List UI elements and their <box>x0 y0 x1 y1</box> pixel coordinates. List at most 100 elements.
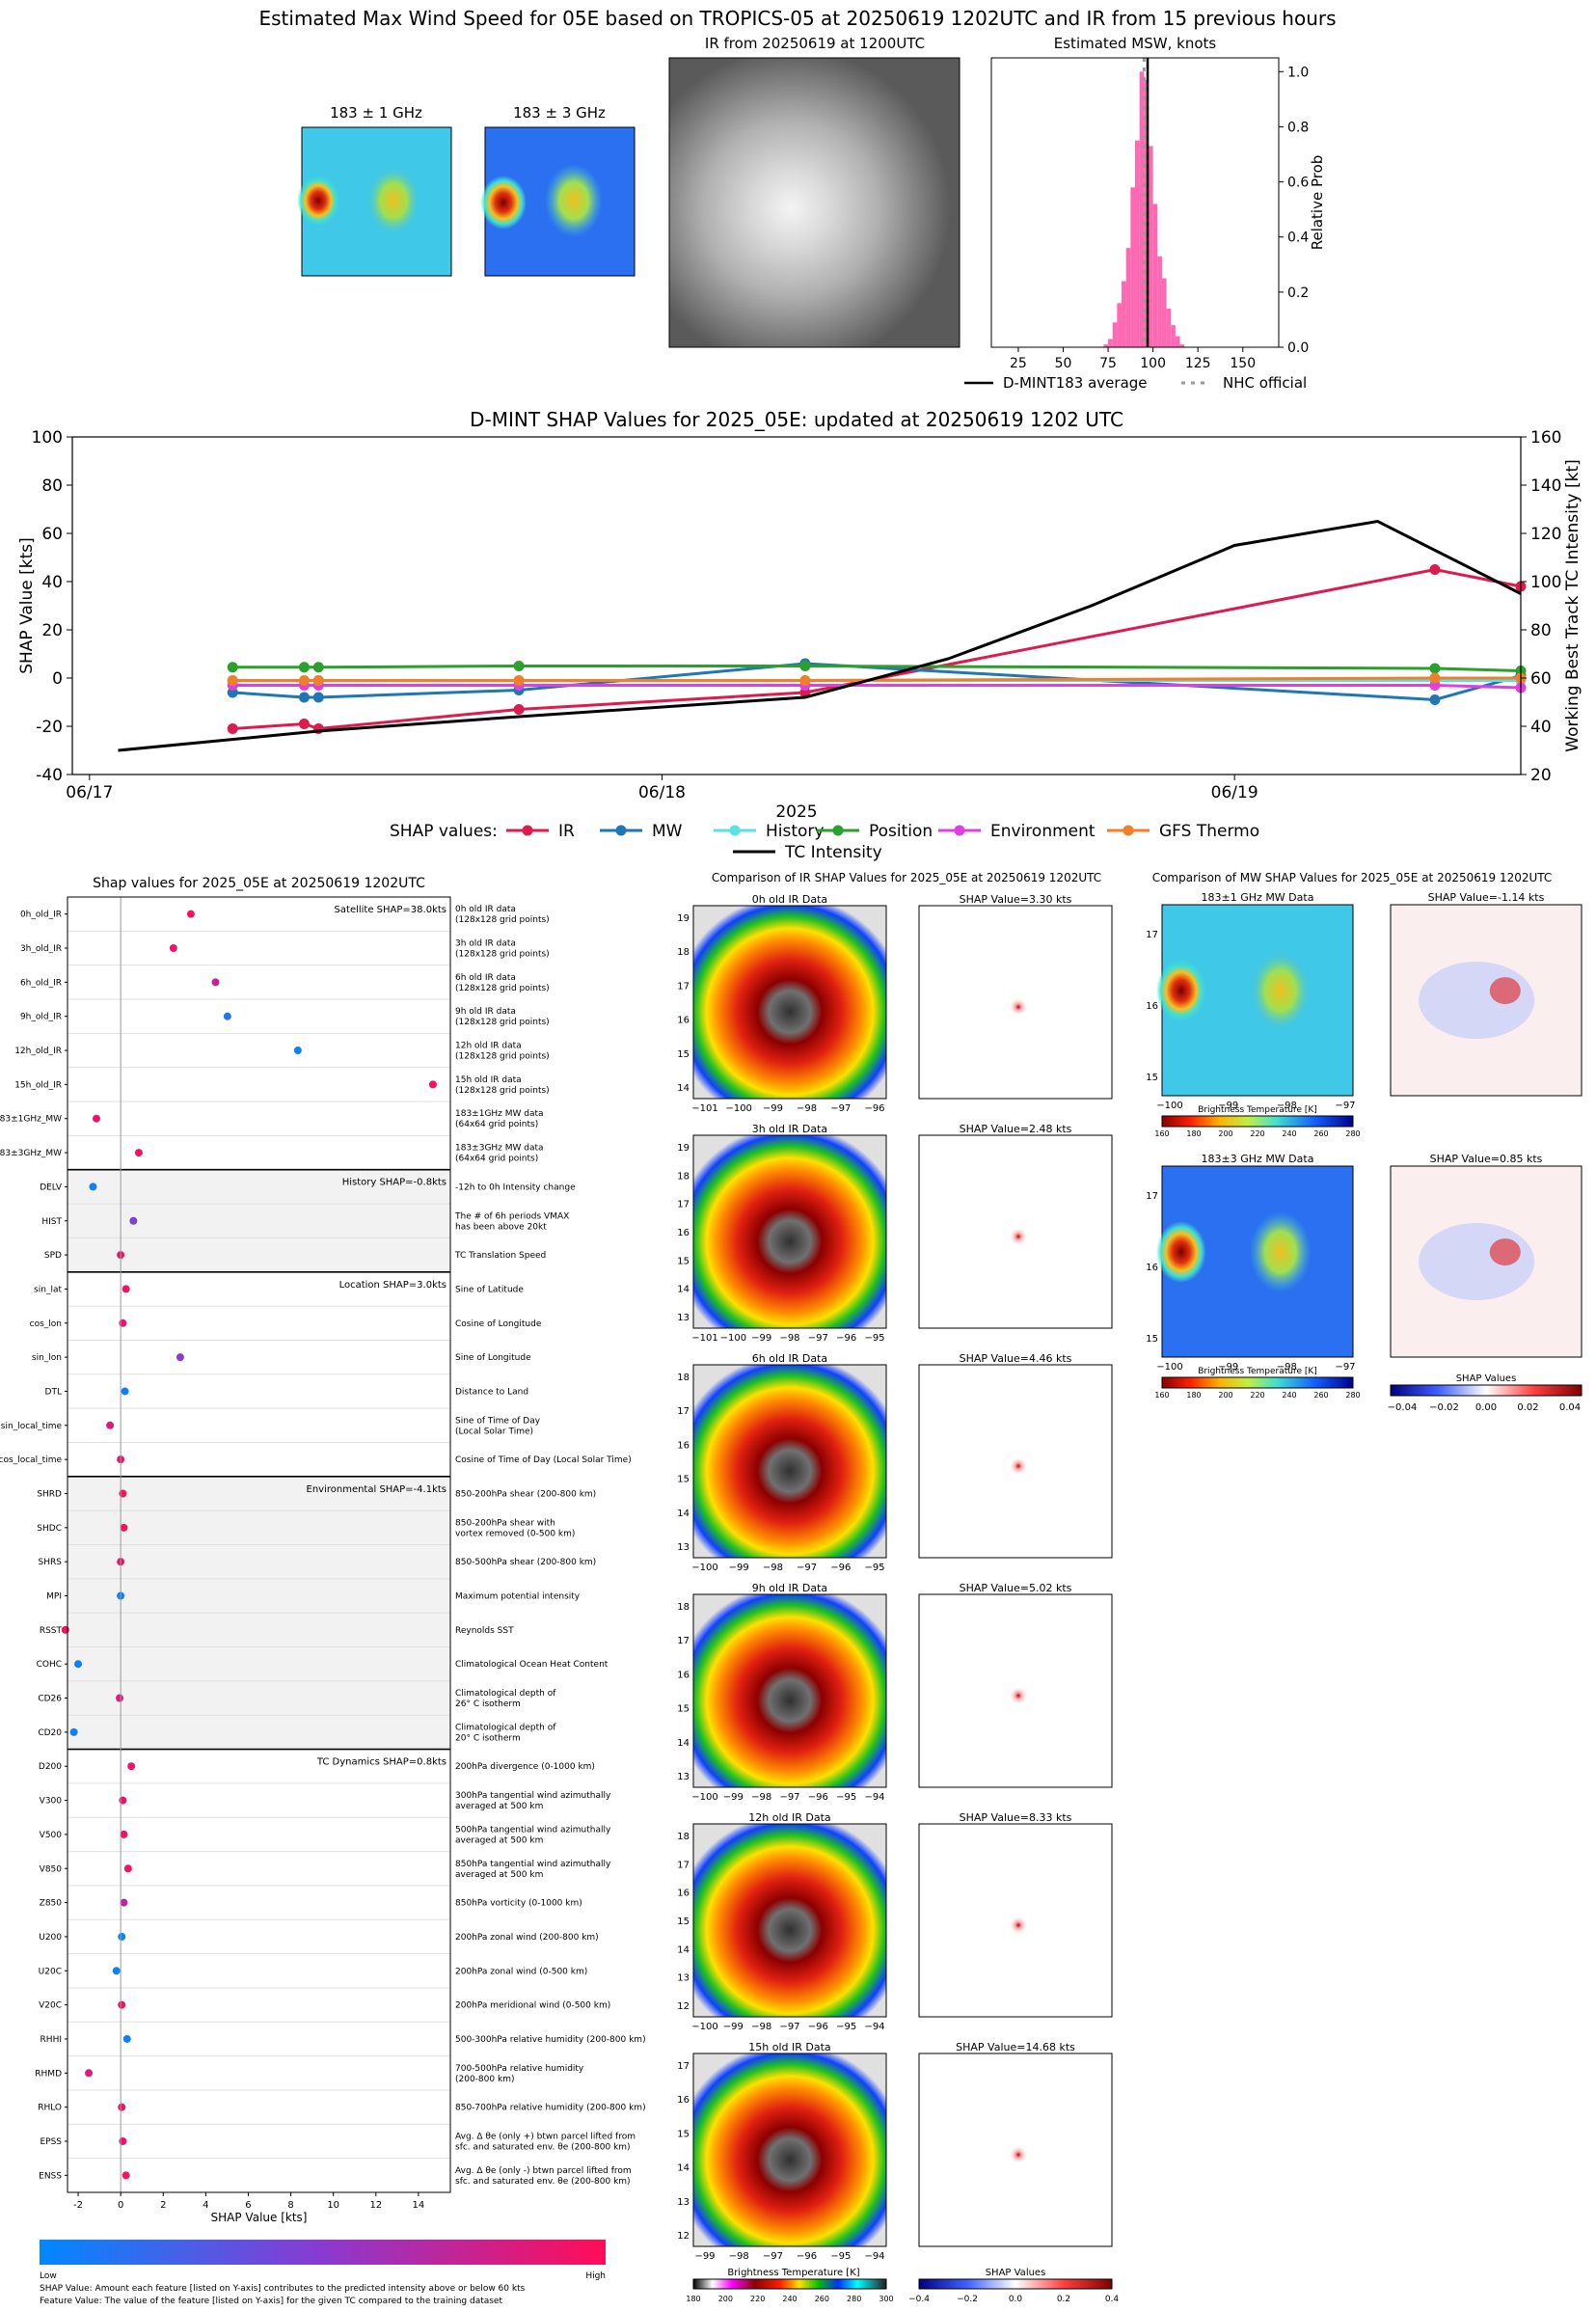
feature-shap-point <box>89 1183 97 1191</box>
ir-ytick-label: 18 <box>677 947 690 958</box>
ts-y2tick-label: 120 <box>1530 525 1561 544</box>
feature-colorbar <box>40 2240 606 2265</box>
msw-ytick-label: 1.0 <box>1287 65 1309 80</box>
ir-bt-label: Brightness Temperature [K] <box>727 2268 859 2278</box>
feature-desc: Distance to Land <box>455 1387 528 1397</box>
ir-panel-image-4 <box>692 1823 887 2018</box>
ts-axes-frame <box>71 436 1522 775</box>
mw-ytick-label: 16 <box>1146 1263 1158 1273</box>
feature-name: 183±1GHz_MW <box>0 1115 62 1125</box>
msw-xtick-label: 125 <box>1185 356 1211 371</box>
series-point-ir <box>1429 564 1441 575</box>
msw-bar-5 <box>1125 248 1131 347</box>
legend-nhc-label: NHC official <box>1223 374 1307 392</box>
feature-desc: 6h old IR data <box>455 973 516 983</box>
feat-title: Shap values for 2025_05E at 20250619 120… <box>93 876 425 891</box>
ir-ytick-label: 13 <box>677 1772 690 1782</box>
msw-bar-13 <box>1161 278 1167 347</box>
feature-shap-point <box>116 1694 124 1702</box>
msw-chart: Estimated MSW, knots 25 50 75 100 125 150 0.0 0.… <box>964 35 1326 392</box>
feature-name: U20C <box>39 1967 62 1976</box>
ir-shap-label-0: SHAP Value=3.30 kts <box>960 893 1072 906</box>
note-1: SHAP Value: Amount each feature [listed … <box>40 2284 526 2294</box>
feature-desc: (128x128 grid points) <box>455 950 550 960</box>
ir-ytick-label: 16 <box>677 1889 690 1899</box>
feature-shap-point <box>169 944 177 953</box>
feature-name: DELV <box>40 1183 63 1192</box>
ts-y2tick-label: 140 <box>1530 476 1561 496</box>
feature-name: 9h_old_IR <box>20 1013 62 1022</box>
ir-ytick-label: 15 <box>677 1256 690 1266</box>
ir-xtick-label: −97 <box>779 1792 799 1803</box>
legend-label-0: IR <box>558 822 575 841</box>
ir-shap-hotspot-2 <box>1009 1456 1028 1476</box>
ts-y2tick-label: 160 <box>1530 428 1561 448</box>
mw-bt-tick: 160 <box>1154 1391 1169 1400</box>
ir-ytick-label: 13 <box>677 1313 690 1323</box>
feature-desc: averaged at 500 km <box>455 1870 543 1880</box>
msw-xtick-label: 100 <box>1140 356 1166 371</box>
msw-bar-15 <box>1171 325 1176 347</box>
ir-panel-label-0: 0h old IR Data <box>752 893 827 906</box>
ir-panel-image-5 <box>692 2053 887 2247</box>
feat-xtick-label: 0 <box>118 2200 123 2211</box>
feature-shap-point <box>112 1967 121 1975</box>
group-label-0: Satellite SHAP=38.0kts <box>335 905 446 915</box>
feature-desc: averaged at 500 km <box>455 1802 543 1811</box>
feature-desc: 20° C isotherm <box>455 1733 521 1743</box>
ir-shap-tick: 0.4 <box>1105 2295 1120 2304</box>
feature-shap-point <box>122 2034 131 2043</box>
ir-panel-image-0 <box>692 905 887 1100</box>
ir-bt-tick: 220 <box>750 2295 765 2303</box>
feature-name: DTL <box>45 1387 62 1397</box>
feature-desc: sfc. and saturated env. θe (200-800 km) <box>455 2142 631 2152</box>
ir-panel-label-5: 15h old IR Data <box>748 2041 830 2053</box>
feature-desc: 12h old IR data <box>455 1042 522 1051</box>
ir-shap-tick: −0.2 <box>957 2295 978 2304</box>
feature-name: RHLO <box>38 2104 62 2113</box>
feature-shap-point <box>92 1114 100 1123</box>
mw-shap-pos-0 <box>1489 977 1521 1005</box>
ir-shap-label-1: SHAP Value=2.48 kts <box>960 1123 1072 1135</box>
feature-desc: 26° C isotherm <box>455 1699 521 1709</box>
ir-compare-title: Comparison of IR SHAP Values for 2025_05… <box>712 871 1101 884</box>
ir-ytick-label: 17 <box>677 1200 690 1210</box>
series-point-gfs-thermo <box>513 675 525 686</box>
group-label-4: TC Dynamics SHAP=0.8kts <box>316 1757 446 1768</box>
mw-panel-storm-1 <box>1155 1221 1206 1284</box>
ir-xtick-label: −94 <box>864 2022 884 2032</box>
feature-name: ENSS <box>39 2171 62 2181</box>
feature-shap-point <box>106 1421 115 1429</box>
legend-marker-4 <box>954 825 965 836</box>
ir-xtick-label: −96 <box>836 1333 856 1344</box>
ir-panel-image-1 <box>692 1134 887 1329</box>
ir-ytick-label: 16 <box>677 1670 690 1680</box>
mw-shap-colorbar <box>1390 1384 1582 1397</box>
mw-ytick-label: 16 <box>1146 1001 1158 1012</box>
series-line-ir <box>232 567 1522 731</box>
ir-bt-tick: 280 <box>847 2295 861 2303</box>
series-point-gfs-thermo <box>227 675 238 686</box>
feature-desc: (128x128 grid points) <box>455 1086 550 1096</box>
mw-bt-tick: 260 <box>1313 1391 1328 1400</box>
feature-shap-point <box>119 1319 127 1327</box>
mw-ytick-label: 15 <box>1146 1073 1158 1083</box>
feature-desc: (128x128 grid points) <box>455 1052 550 1062</box>
legend-marker-0 <box>522 825 533 836</box>
ts-ylabel: SHAP Value [kts] <box>17 537 37 674</box>
feature-desc: -12h to 0h Intensity change <box>455 1183 576 1192</box>
feature-name: D200 <box>39 1762 62 1772</box>
ir-xtick-label: −98 <box>729 2251 749 2262</box>
mw-panel-label-0: 183±1 GHz MW Data <box>1202 891 1314 904</box>
ir-xtick-label: −98 <box>763 1563 783 1573</box>
ir-xtick-label: −95 <box>836 1792 856 1803</box>
msw-bar-10 <box>1148 146 1153 347</box>
mw-comparison: Comparison of MW SHAP Values for 2025_05… <box>1146 871 1582 1413</box>
series-point-position <box>513 661 525 671</box>
ir-ytick-label: 14 <box>677 1944 690 1955</box>
ir-shap-label-3: SHAP Value=5.02 kts <box>960 1582 1072 1594</box>
feat-xtick-label: 8 <box>287 2200 293 2211</box>
feature-name: V500 <box>40 1831 63 1840</box>
ir-bt-tick: 180 <box>686 2295 700 2303</box>
feature-desc: has been above 20kt <box>455 1222 547 1232</box>
